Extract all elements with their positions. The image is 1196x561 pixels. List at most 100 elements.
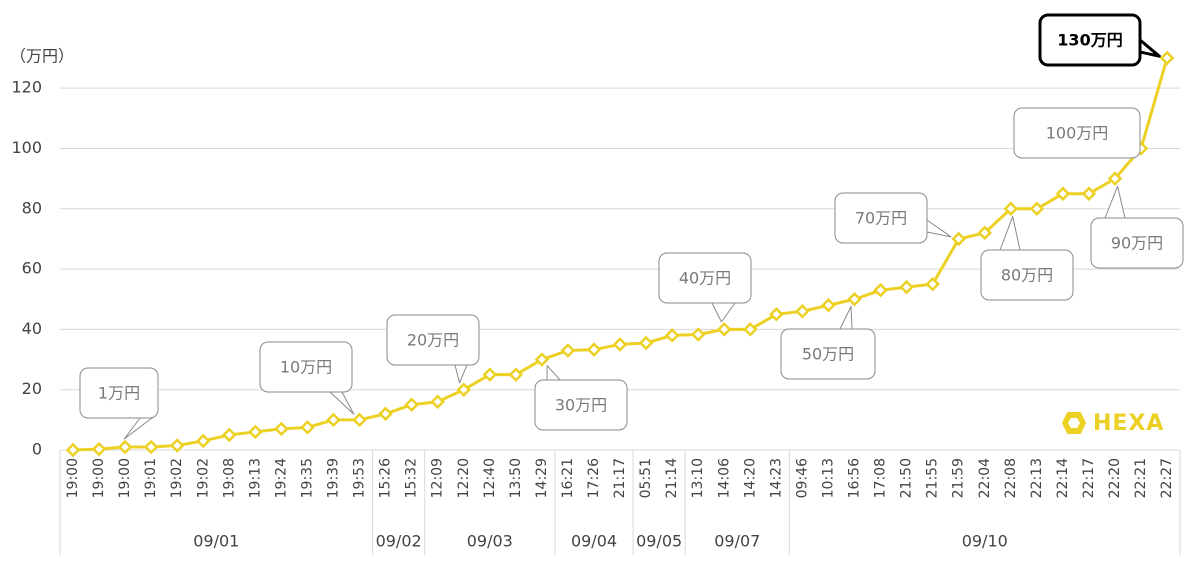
data-marker [743,322,758,337]
x-tick-label: 12:40 [482,458,498,498]
group-label: 09/07 [714,532,760,551]
data-marker [91,441,107,457]
data-marker [482,367,498,382]
data-marker [899,279,914,295]
callout-box [1090,217,1184,269]
x-tick-label: 14:06 [716,458,732,498]
x-tick-label: 13:10 [690,458,706,498]
x-tick-label: 19:00 [91,458,107,498]
x-tick-label: 21:59 [951,458,967,498]
y-tick-label: 20 [22,379,42,398]
callout-box [658,252,752,304]
callout-tail [999,216,1021,251]
data-marker [977,225,993,241]
x-tick-label: 19:24 [273,458,289,498]
data-marker [638,335,654,351]
callout-tail [1138,38,1161,58]
data-marker [1159,50,1175,66]
x-tick-label: 16:56 [847,458,863,498]
annotation: 80万円 [1001,266,1053,285]
x-tick-label: 19:01 [143,458,159,498]
x-tick-label: 21:17 [612,458,628,498]
y-tick-label: 100 [11,138,42,157]
x-tick-label: 22:04 [977,458,993,498]
x-tick-label: 10:13 [820,458,836,498]
x-tick-label: 19:02 [195,458,211,498]
group-label: 09/02 [376,532,422,551]
x-tick-label: 19:00 [65,458,81,498]
x-tick-label: 22:20 [1107,458,1123,498]
callout-box [1038,13,1142,67]
data-marker [821,297,836,313]
data-marker [300,420,315,435]
y-tick-label: 80 [22,198,42,217]
data-marker [1029,201,1045,217]
y-tick-label: 120 [11,78,42,97]
data-marker [951,231,966,247]
callout-tail [1104,185,1126,219]
x-tick-label: 19:08 [221,458,237,498]
group-label: 09/05 [636,532,682,551]
data-marker [534,352,550,367]
data-marker [1107,171,1123,186]
y-tick-label: 0 [32,440,42,459]
annotation: 50万円 [802,345,854,364]
x-tick-label: 19:35 [299,458,315,498]
x-tick-label: 19:13 [247,458,263,498]
data-marker [430,394,445,410]
x-tick-label: 22:27 [1159,458,1175,498]
callout-box [834,192,928,244]
data-marker [586,342,602,357]
x-tick-label: 14:23 [768,458,784,498]
data-marker [690,327,706,342]
callout-box [534,379,628,431]
y-tick-label: 60 [22,259,42,278]
callout-tail [711,302,736,323]
data-marker [847,291,862,307]
callout-tail [329,391,355,415]
data-marker [664,328,680,343]
group-label: 09/04 [571,532,617,551]
data-marker [352,412,367,428]
x-tick-label: 13:50 [508,458,524,498]
annotation: 40万円 [679,269,731,288]
data-marker [1081,186,1097,201]
data-marker [1003,201,1019,217]
annotation: 20万円 [407,331,459,350]
y-tick-label: 40 [22,319,42,338]
annotation: 130万円 [1057,31,1122,50]
x-tick-label: 19:00 [117,458,133,498]
data-marker [612,337,628,352]
data-marker [195,433,211,449]
data-marker [925,276,940,292]
data-marker [873,282,888,298]
callout-tail [926,219,952,238]
x-tick-label: 15:32 [404,458,420,498]
x-tick-label: 12:09 [430,458,446,498]
group-label: 09/03 [467,532,513,551]
callout-box [780,328,876,380]
callout-box [980,249,1074,301]
x-tick-label: 22:13 [1029,458,1045,498]
data-marker [222,427,237,443]
data-marker [65,442,81,458]
data-marker [169,438,185,453]
x-tick-label: 17:26 [586,458,602,498]
x-tick-label: 19:02 [169,458,185,498]
data-marker [1055,186,1071,201]
x-tick-label: 22:08 [1003,458,1019,498]
data-marker [143,439,159,455]
callout-box [386,314,480,366]
x-tick-label: 14:29 [534,458,550,498]
callout-tail [546,365,561,381]
data-marker [274,421,289,437]
annotation: 10万円 [280,358,332,377]
x-tick-label: 21:50 [899,458,915,498]
group-label: 09/01 [193,532,239,551]
annotation: 1万円 [98,384,140,403]
data-marker [248,424,263,440]
data-marker [560,343,576,358]
x-tick-label: 16:21 [560,458,576,498]
data-marker [769,307,784,322]
